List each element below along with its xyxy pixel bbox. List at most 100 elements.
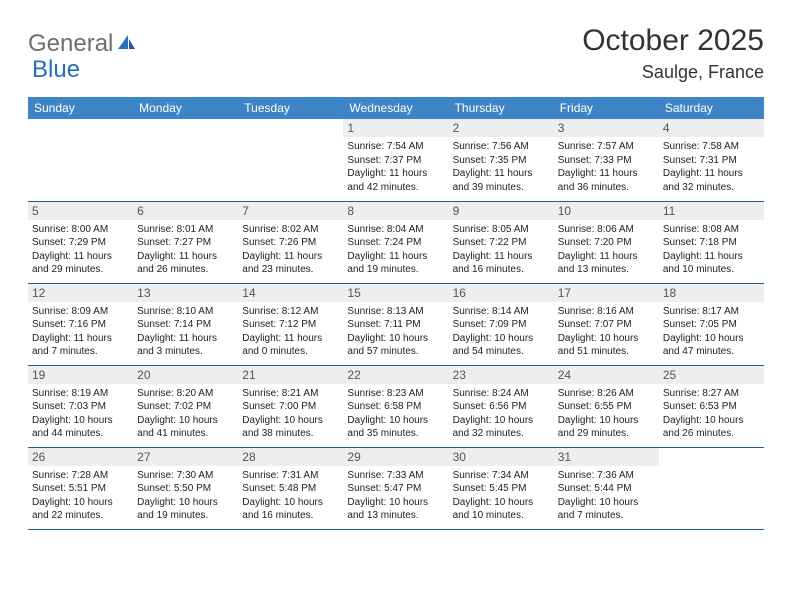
day-info: Sunrise: 8:21 AMSunset: 7:00 PMDaylight:… bbox=[242, 387, 339, 441]
day-info: Sunrise: 7:31 AMSunset: 5:48 PMDaylight:… bbox=[242, 469, 339, 523]
logo-text-general: General bbox=[28, 30, 113, 58]
day-info: Sunrise: 7:57 AMSunset: 7:33 PMDaylight:… bbox=[558, 140, 655, 194]
day-number: 21 bbox=[238, 366, 343, 384]
day-number: 6 bbox=[133, 202, 238, 220]
calendar-cell: 19Sunrise: 8:19 AMSunset: 7:03 PMDayligh… bbox=[28, 365, 133, 447]
calendar-week-row: 1 Sunrise: 7:54 AMSunset: 7:37 PMDaylight… bbox=[28, 119, 764, 201]
day-info: Sunrise: 8:00 AMSunset: 7:29 PMDaylight:… bbox=[32, 223, 129, 277]
calendar-cell: 4Sunrise: 7:58 AMSunset: 7:31 PMDaylight… bbox=[659, 119, 764, 201]
calendar-cell: 11 Sunrise: 8:08 AMSunset: 7:18 PMDayligh… bbox=[659, 201, 764, 283]
calendar-cell: 8 Sunrise: 8:04 AMSunset: 7:24 PMDaylight… bbox=[343, 201, 448, 283]
day-number: 29 bbox=[343, 448, 448, 466]
calendar-week-row: 26 Sunrise: 7:28 AMSunset: 5:51 PMDayligh… bbox=[28, 447, 764, 529]
day-number: 22 bbox=[343, 366, 448, 384]
calendar-cell: 3Sunrise: 7:57 AMSunset: 7:33 PMDaylight… bbox=[554, 119, 659, 201]
calendar-cell: 17Sunrise: 8:16 AMSunset: 7:07 PMDayligh… bbox=[554, 283, 659, 365]
calendar-cell: 9 Sunrise: 8:05 AMSunset: 7:22 PMDaylight… bbox=[449, 201, 554, 283]
calendar-week-row: 19Sunrise: 8:19 AMSunset: 7:03 PMDayligh… bbox=[28, 365, 764, 447]
calendar-cell: 27 Sunrise: 7:30 AMSunset: 5:50 PMDayligh… bbox=[133, 447, 238, 529]
day-number: 27 bbox=[133, 448, 238, 466]
day-info: Sunrise: 8:06 AMSunset: 7:20 PMDaylight:… bbox=[558, 223, 655, 277]
day-info: Sunrise: 8:20 AMSunset: 7:02 PMDaylight:… bbox=[137, 387, 234, 441]
logo: General bbox=[28, 24, 138, 58]
calendar-cell: 7 Sunrise: 8:02 AMSunset: 7:26 PMDaylight… bbox=[238, 201, 343, 283]
day-number: 28 bbox=[238, 448, 343, 466]
day-number: 11 bbox=[659, 202, 764, 220]
day-info: Sunrise: 7:56 AMSunset: 7:35 PMDaylight:… bbox=[453, 140, 550, 194]
day-header: Wednesday bbox=[343, 97, 448, 119]
calendar-cell bbox=[133, 119, 238, 201]
day-number: 15 bbox=[343, 284, 448, 302]
calendar-cell: 25Sunrise: 8:27 AMSunset: 6:53 PMDayligh… bbox=[659, 365, 764, 447]
day-number: 25 bbox=[659, 366, 764, 384]
calendar-table: SundayMondayTuesdayWednesdayThursdayFrid… bbox=[28, 97, 764, 530]
calendar-cell: 29 Sunrise: 7:33 AMSunset: 5:47 PMDayligh… bbox=[343, 447, 448, 529]
calendar-cell bbox=[238, 119, 343, 201]
calendar-cell: 10 Sunrise: 8:06 AMSunset: 7:20 PMDayligh… bbox=[554, 201, 659, 283]
calendar-cell: 16Sunrise: 8:14 AMSunset: 7:09 PMDayligh… bbox=[449, 283, 554, 365]
calendar-body: 1 Sunrise: 7:54 AMSunset: 7:37 PMDaylight… bbox=[28, 119, 764, 529]
day-info: Sunrise: 7:54 AMSunset: 7:37 PMDaylight:… bbox=[347, 140, 444, 194]
day-header: Thursday bbox=[449, 97, 554, 119]
day-info: Sunrise: 8:08 AMSunset: 7:18 PMDaylight:… bbox=[663, 223, 760, 277]
location: Saulge, France bbox=[582, 62, 764, 83]
day-number: 23 bbox=[449, 366, 554, 384]
calendar-cell: 20 Sunrise: 8:20 AMSunset: 7:02 PMDayligh… bbox=[133, 365, 238, 447]
calendar-cell: 22Sunrise: 8:23 AMSunset: 6:58 PMDayligh… bbox=[343, 365, 448, 447]
day-info: Sunrise: 8:17 AMSunset: 7:05 PMDaylight:… bbox=[663, 305, 760, 359]
day-info: Sunrise: 8:02 AMSunset: 7:26 PMDaylight:… bbox=[242, 223, 339, 277]
day-number: 16 bbox=[449, 284, 554, 302]
day-info: Sunrise: 7:36 AMSunset: 5:44 PMDaylight:… bbox=[558, 469, 655, 523]
day-number: 10 bbox=[554, 202, 659, 220]
day-info: Sunrise: 7:33 AMSunset: 5:47 PMDaylight:… bbox=[347, 469, 444, 523]
calendar-cell: 18Sunrise: 8:17 AMSunset: 7:05 PMDayligh… bbox=[659, 283, 764, 365]
day-number: 20 bbox=[133, 366, 238, 384]
day-header: Tuesday bbox=[238, 97, 343, 119]
day-info: Sunrise: 7:58 AMSunset: 7:31 PMDaylight:… bbox=[663, 140, 760, 194]
logo-sail-icon bbox=[116, 33, 136, 56]
calendar-cell: 14Sunrise: 8:12 AMSunset: 7:12 PMDayligh… bbox=[238, 283, 343, 365]
day-header: Monday bbox=[133, 97, 238, 119]
day-number: 13 bbox=[133, 284, 238, 302]
day-info: Sunrise: 8:04 AMSunset: 7:24 PMDaylight:… bbox=[347, 223, 444, 277]
calendar-cell bbox=[659, 447, 764, 529]
day-number: 5 bbox=[28, 202, 133, 220]
day-number: 17 bbox=[554, 284, 659, 302]
day-number: 12 bbox=[28, 284, 133, 302]
day-info: Sunrise: 8:05 AMSunset: 7:22 PMDaylight:… bbox=[453, 223, 550, 277]
day-info: Sunrise: 8:24 AMSunset: 6:56 PMDaylight:… bbox=[453, 387, 550, 441]
day-number: 30 bbox=[449, 448, 554, 466]
calendar-cell: 31Sunrise: 7:36 AMSunset: 5:44 PMDayligh… bbox=[554, 447, 659, 529]
day-number: 26 bbox=[28, 448, 133, 466]
day-info: Sunrise: 7:30 AMSunset: 5:50 PMDaylight:… bbox=[137, 469, 234, 523]
day-info: Sunrise: 7:28 AMSunset: 5:51 PMDaylight:… bbox=[32, 469, 129, 523]
logo-blue-row: Blue bbox=[32, 56, 80, 84]
calendar-cell: 15 Sunrise: 8:13 AMSunset: 7:11 PMDayligh… bbox=[343, 283, 448, 365]
calendar-cell: 5 Sunrise: 8:00 AMSunset: 7:29 PMDaylight… bbox=[28, 201, 133, 283]
calendar-cell: 23 Sunrise: 8:24 AMSunset: 6:56 PMDayligh… bbox=[449, 365, 554, 447]
calendar-cell: 26 Sunrise: 7:28 AMSunset: 5:51 PMDayligh… bbox=[28, 447, 133, 529]
logo-text-blue: Blue bbox=[32, 56, 80, 83]
day-info: Sunrise: 8:09 AMSunset: 7:16 PMDaylight:… bbox=[32, 305, 129, 359]
day-info: Sunrise: 8:26 AMSunset: 6:55 PMDaylight:… bbox=[558, 387, 655, 441]
calendar-cell: 12 Sunrise: 8:09 AMSunset: 7:16 PMDayligh… bbox=[28, 283, 133, 365]
calendar-cell: 1 Sunrise: 7:54 AMSunset: 7:37 PMDaylight… bbox=[343, 119, 448, 201]
day-info: Sunrise: 8:10 AMSunset: 7:14 PMDaylight:… bbox=[137, 305, 234, 359]
calendar-cell: 13 Sunrise: 8:10 AMSunset: 7:14 PMDayligh… bbox=[133, 283, 238, 365]
day-info: Sunrise: 8:13 AMSunset: 7:11 PMDaylight:… bbox=[347, 305, 444, 359]
header: General October 2025 Saulge, France bbox=[28, 24, 764, 83]
day-number: 9 bbox=[449, 202, 554, 220]
day-header-row: SundayMondayTuesdayWednesdayThursdayFrid… bbox=[28, 97, 764, 119]
title-block: October 2025 Saulge, France bbox=[582, 24, 764, 83]
day-info: Sunrise: 8:19 AMSunset: 7:03 PMDaylight:… bbox=[32, 387, 129, 441]
calendar-week-row: 12 Sunrise: 8:09 AMSunset: 7:16 PMDayligh… bbox=[28, 283, 764, 365]
day-header: Friday bbox=[554, 97, 659, 119]
day-number: 8 bbox=[343, 202, 448, 220]
day-number: 1 bbox=[343, 119, 448, 137]
day-number: 2 bbox=[449, 119, 554, 137]
calendar-cell: 6Sunrise: 8:01 AMSunset: 7:27 PMDaylight… bbox=[133, 201, 238, 283]
day-header: Saturday bbox=[659, 97, 764, 119]
day-number: 7 bbox=[238, 202, 343, 220]
day-header: Sunday bbox=[28, 97, 133, 119]
day-number: 24 bbox=[554, 366, 659, 384]
